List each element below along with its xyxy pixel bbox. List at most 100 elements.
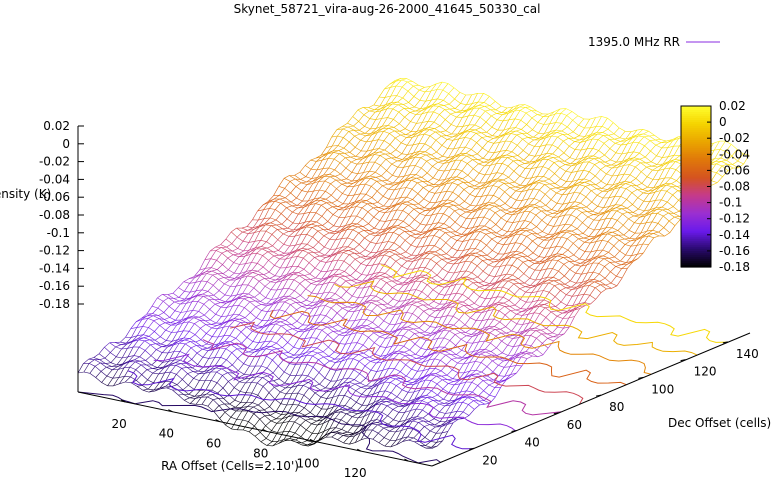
mesh-segment: [383, 427, 390, 432]
mesh-segment: [318, 372, 326, 379]
mesh-segment: [299, 352, 307, 355]
mesh-segment: [455, 110, 462, 113]
mesh-segment: [425, 151, 432, 156]
mesh-segment: [373, 211, 380, 218]
mesh-segment: [200, 393, 207, 396]
mesh-segment: [516, 314, 523, 316]
mesh-segment: [401, 196, 407, 203]
mesh-segment: [264, 217, 271, 219]
mesh-segment: [354, 252, 361, 258]
mesh-segment: [258, 341, 265, 343]
mesh-segment: [417, 128, 424, 134]
mesh-segment: [509, 127, 516, 129]
mesh-segment: [219, 347, 226, 349]
mesh-segment: [202, 348, 209, 351]
mesh-segment: [624, 181, 631, 183]
mesh-segment: [332, 395, 339, 398]
mesh-segment: [223, 277, 230, 281]
mesh-segment: [77, 363, 84, 374]
mesh-segment: [418, 208, 426, 211]
mesh-segment: [424, 135, 431, 144]
mesh-segment: [353, 184, 360, 187]
mesh-segment: [445, 301, 452, 305]
mesh-segment: [419, 379, 426, 383]
mesh-segment: [516, 207, 523, 210]
mesh-segment: [522, 261, 530, 268]
mesh-segment: [340, 419, 348, 424]
mesh-segment: [369, 161, 376, 172]
mesh-segment: [339, 217, 346, 228]
mesh-segment: [210, 367, 217, 373]
mesh-segment: [215, 247, 222, 251]
mesh-segment: [301, 305, 307, 307]
mesh-segment: [485, 115, 492, 123]
mesh-segment: [479, 110, 486, 118]
mesh-segment: [468, 404, 475, 410]
mesh-segment: [387, 358, 394, 360]
mesh-segment: [597, 139, 605, 144]
mesh-segment: [153, 320, 160, 326]
mesh-segment: [298, 412, 306, 416]
mesh-segment: [396, 272, 403, 278]
mesh-segment: [473, 291, 480, 297]
mesh-segment: [138, 340, 145, 348]
mesh-segment: [144, 340, 151, 346]
mesh-segment: [439, 114, 446, 120]
mesh-segment: [325, 387, 332, 389]
mesh-segment: [422, 304, 430, 310]
mesh-segment: [453, 262, 460, 265]
mesh-segment: [258, 218, 265, 227]
mesh-segment: [439, 237, 446, 243]
mesh-segment: [172, 292, 180, 298]
mesh-segment: [377, 202, 384, 207]
mesh-segment: [272, 300, 279, 305]
mesh-segment: [370, 369, 377, 372]
mesh-segment: [362, 161, 369, 164]
mesh-segment: [422, 121, 429, 123]
mesh-segment: [234, 264, 240, 274]
mesh-segment: [329, 173, 336, 177]
mesh-segment: [477, 153, 484, 159]
mesh-segment: [216, 264, 223, 270]
mesh-segment: [580, 202, 587, 208]
mesh-segment: [486, 126, 493, 133]
mesh-segment: [350, 279, 358, 284]
mesh-segment: [646, 176, 654, 180]
mesh-segment: [133, 346, 140, 356]
mesh-segment: [354, 379, 361, 384]
mesh-segment: [473, 179, 480, 184]
mesh-segment: [193, 316, 200, 318]
mesh-segment: [369, 295, 376, 297]
mesh-segment: [167, 343, 173, 348]
mesh-segment: [379, 336, 386, 339]
mesh-segment: [393, 352, 400, 354]
mesh-segment: [479, 172, 486, 176]
mesh-segment: [445, 242, 452, 249]
mesh-segment: [390, 85, 397, 88]
mesh-segment: [413, 204, 420, 209]
mesh-segment: [379, 390, 386, 393]
mesh-segment: [113, 383, 120, 387]
mesh-segment: [324, 176, 331, 182]
mesh-segment: [409, 165, 416, 175]
mesh-segment: [231, 243, 238, 249]
mesh-segment: [352, 304, 359, 306]
mesh-segment: [142, 326, 149, 328]
mesh-segment: [190, 347, 198, 354]
mesh-segment: [501, 111, 508, 113]
mesh-segment: [364, 233, 370, 239]
mesh-segment: [387, 108, 394, 118]
mesh-segment: [561, 122, 568, 128]
mesh-segment: [438, 179, 445, 181]
mesh-segment: [368, 230, 376, 234]
mesh-segment: [144, 339, 150, 342]
mesh-segment: [549, 183, 556, 189]
mesh-segment: [370, 235, 376, 243]
mesh-segment: [367, 207, 374, 213]
mesh-segment: [195, 396, 202, 399]
mesh-segment: [407, 321, 414, 325]
mesh-segment: [323, 428, 331, 432]
mesh-segment: [547, 159, 555, 163]
mesh-segment: [241, 226, 248, 229]
mesh-segment: [368, 337, 375, 343]
